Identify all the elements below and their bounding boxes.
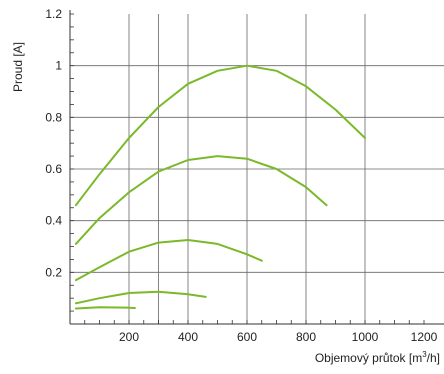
x-axis-title: Objemový průtok [m3/h]: [315, 350, 440, 365]
grid-lines: [70, 14, 444, 324]
x-tick-label: 1200: [411, 330, 438, 344]
x-tick-label: 400: [178, 330, 198, 344]
x-tick-label: 800: [296, 330, 316, 344]
series-line: [74, 64, 366, 207]
y-tick-label: 0.4: [45, 214, 62, 228]
x-tick-label: 200: [119, 330, 139, 344]
y-axis-title: Proud [A]: [11, 42, 25, 92]
x-axis-title-text: Objemový průtok [m: [315, 351, 422, 365]
series-line: [74, 239, 263, 282]
axes: [69, 10, 444, 325]
x-axis-title-end: /h]: [427, 351, 440, 365]
y-tick-label: 1.2: [45, 7, 62, 21]
y-tick-label: 1: [55, 59, 62, 73]
tick-labels: 0.2 0.4 0.6 0.8 1 1.2 200 400 600 800 1000 1200: [45, 7, 437, 344]
y-tick-label: 0.8: [45, 110, 62, 124]
series-line: [74, 290, 207, 305]
x-axis-title-superscript: 3: [422, 350, 427, 359]
series-line: [74, 306, 136, 310]
x-tick-label: 1000: [352, 330, 379, 344]
y-tick-label: 0.6: [45, 162, 62, 176]
x-tick-label: 600: [237, 330, 257, 344]
series-line: [74, 155, 328, 245]
y-tick-label: 0.2: [45, 265, 62, 279]
series-lines: [74, 64, 366, 310]
